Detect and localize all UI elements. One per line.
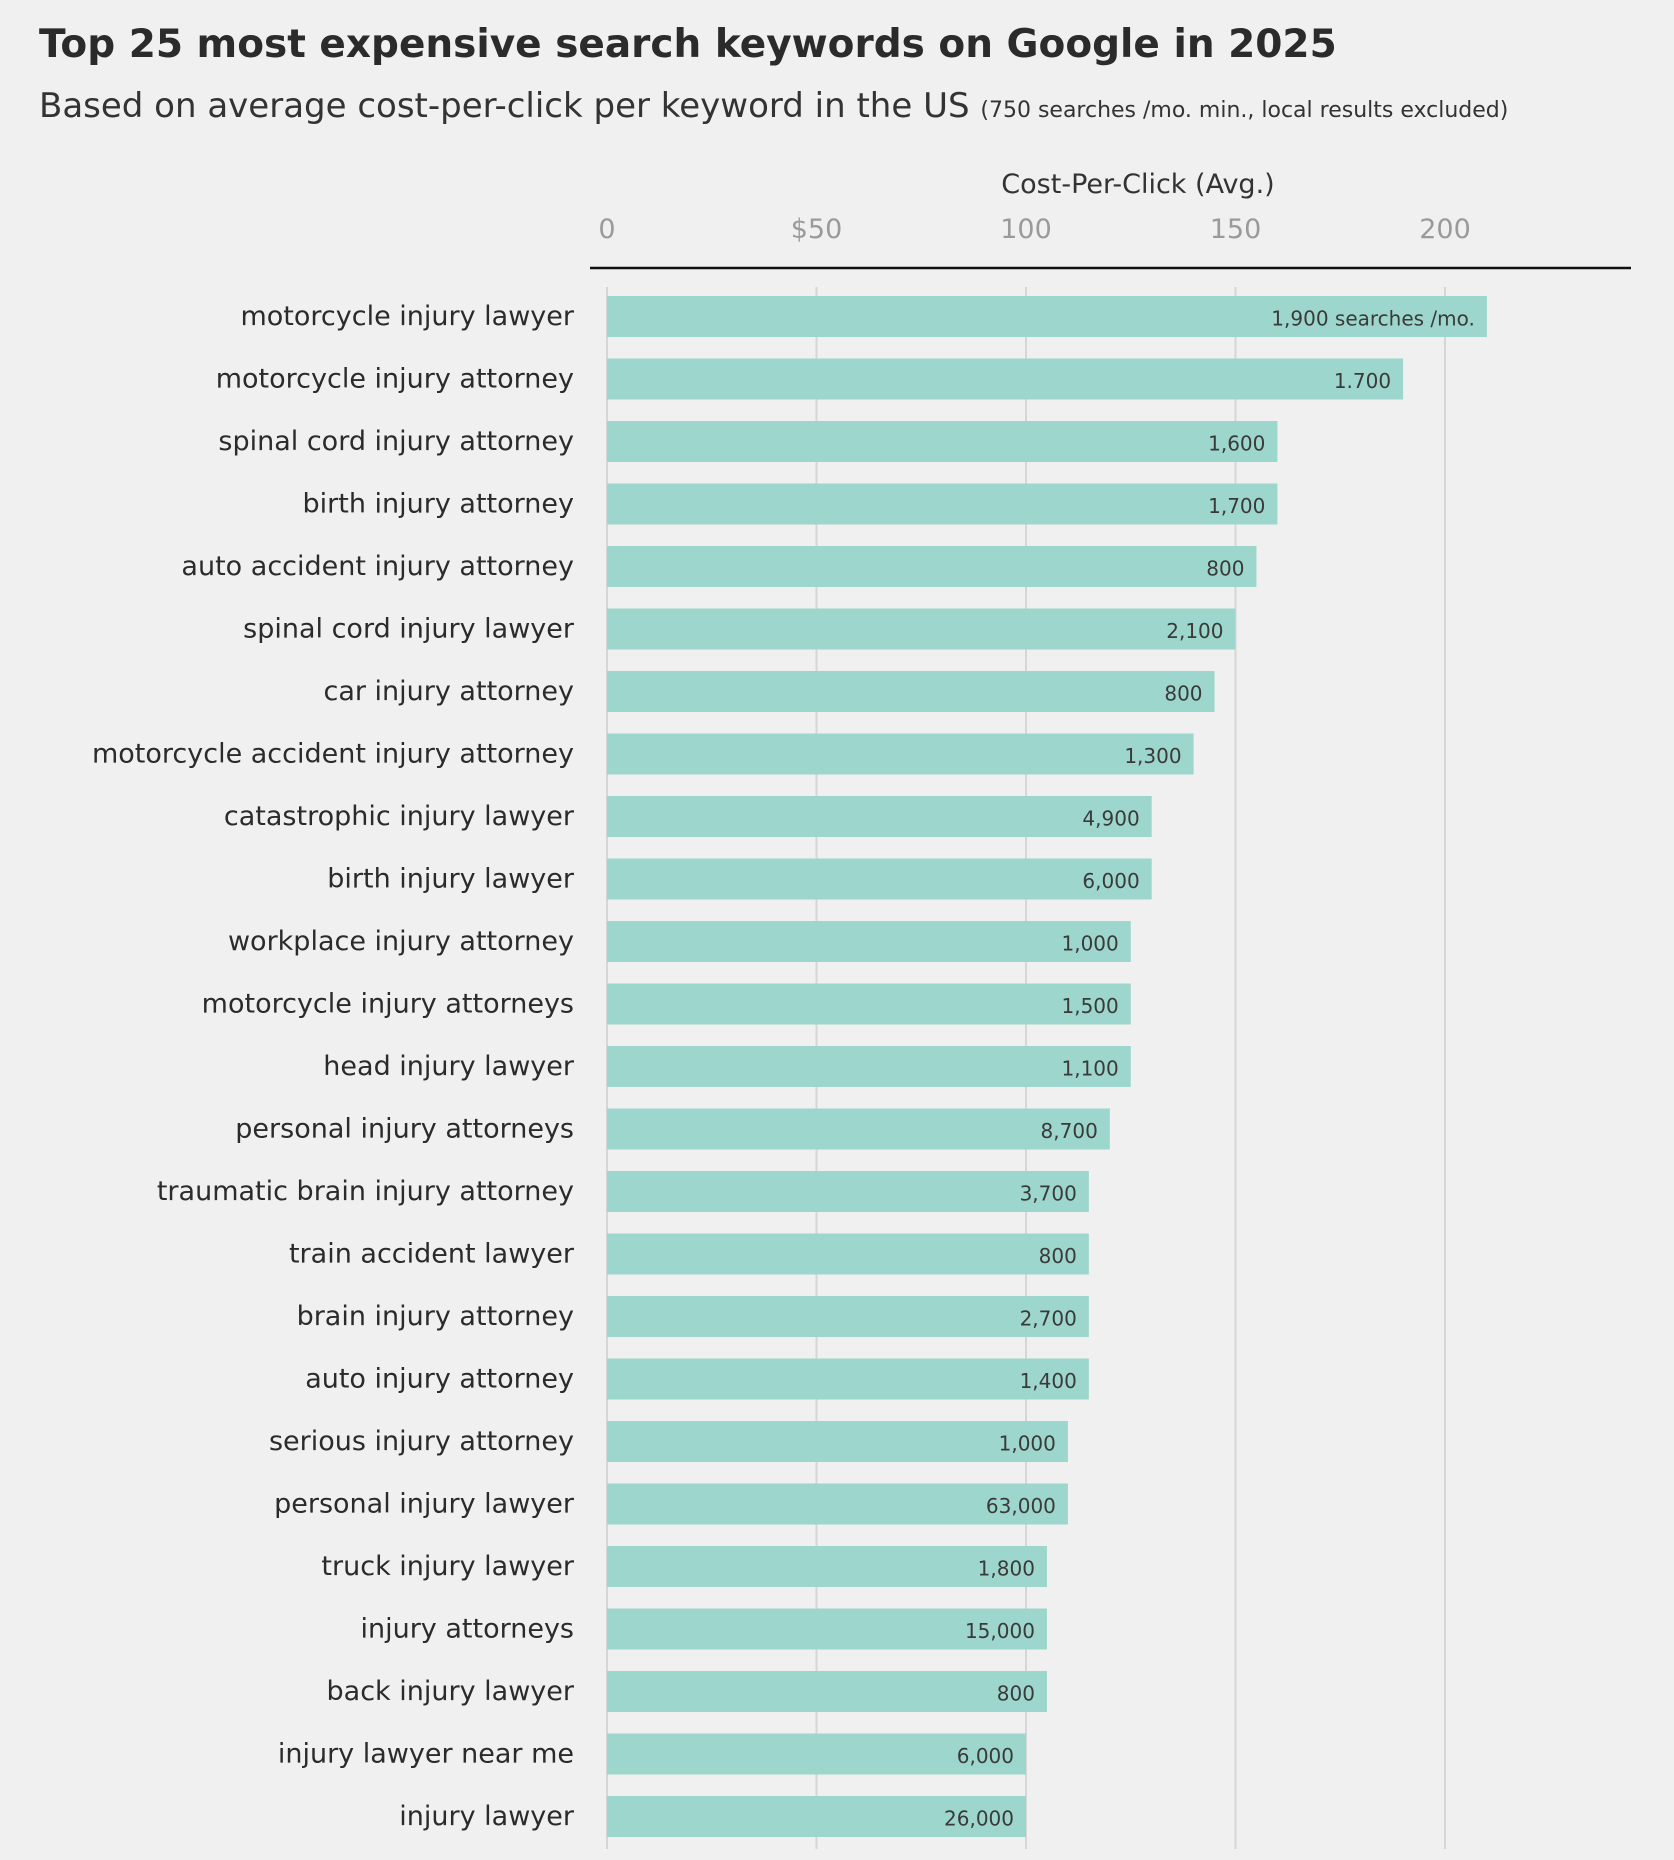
data-label: 1,400 (1020, 1369, 1077, 1393)
bar (607, 483, 1278, 525)
bar (607, 1296, 1089, 1337)
bar (607, 421, 1278, 462)
x-axis-label: Cost-Per-Click (Avg.) (1001, 169, 1274, 200)
bar (607, 1733, 1026, 1775)
bar (607, 858, 1152, 900)
bar (607, 1546, 1047, 1587)
bar (607, 608, 1236, 650)
category-label: motorcycle injury attorneys (202, 989, 574, 1020)
category-label: birth injury lawyer (327, 864, 575, 895)
data-label: 800 (1164, 682, 1202, 706)
category-label: motorcycle injury attorney (216, 364, 574, 395)
category-label: auto injury attorney (305, 1364, 574, 1395)
bar (607, 546, 1257, 587)
data-label: 1,600 (1208, 432, 1265, 456)
bar (607, 983, 1131, 1025)
data-label: 1.700 (1334, 369, 1391, 393)
x-tick-label: $50 (791, 214, 843, 245)
data-label: 6,000 (1082, 869, 1139, 893)
chart-title: Top 25 most expensive search keywords on… (39, 22, 1337, 67)
bar (607, 1358, 1089, 1400)
category-label: injury lawyer near me (278, 1739, 574, 1770)
data-label: 1,100 (1061, 1057, 1118, 1081)
category-label: personal injury attorneys (235, 1114, 574, 1145)
category-label: personal injury lawyer (274, 1489, 575, 1520)
category-label: traumatic brain injury attorney (157, 1176, 574, 1207)
category-label: spinal cord injury attorney (218, 426, 574, 457)
data-label: 63,000 (986, 1494, 1056, 1518)
x-tick-label: 150 (1210, 214, 1262, 245)
category-label: brain injury attorney (297, 1301, 574, 1332)
data-label: 8,700 (1041, 1119, 1098, 1143)
bar (607, 1233, 1089, 1275)
data-label: 1,500 (1061, 994, 1118, 1018)
bar (607, 1671, 1047, 1712)
data-label: 800 (1206, 557, 1244, 581)
data-label: 2,700 (1020, 1307, 1077, 1331)
bar (607, 358, 1404, 400)
bar (607, 921, 1131, 962)
bar (607, 1108, 1110, 1150)
bar (607, 1796, 1026, 1837)
category-label: motorcycle accident injury attorney (92, 739, 574, 770)
x-tick-label: 0 (598, 214, 615, 245)
category-label: motorcycle injury lawyer (240, 301, 574, 332)
data-label: 800 (1039, 1244, 1077, 1268)
data-label: 800 (997, 1682, 1035, 1706)
bar (607, 1483, 1068, 1525)
bar (607, 1046, 1131, 1087)
data-label: 15,000 (965, 1619, 1035, 1643)
category-label: car injury attorney (323, 676, 574, 707)
data-label: 2,100 (1166, 619, 1223, 643)
x-tick-label: 100 (1000, 214, 1052, 245)
category-label: back injury lawyer (327, 1676, 575, 1707)
bar (607, 733, 1194, 775)
category-label: head injury lawyer (323, 1051, 575, 1082)
data-label: 3,700 (1020, 1182, 1077, 1206)
bar (607, 1171, 1089, 1212)
category-label: spinal cord injury lawyer (243, 614, 575, 645)
category-label: truck injury lawyer (321, 1551, 574, 1582)
data-label: 1,700 (1208, 494, 1265, 518)
category-label: auto accident injury attorney (181, 551, 574, 582)
category-label: workplace injury attorney (228, 926, 574, 957)
data-label: 1,900 searches /mo. (1271, 307, 1475, 331)
chart-subtitle-main: Based on average cost-per-click per keyw… (39, 86, 970, 126)
category-label: train accident lawyer (289, 1239, 575, 1270)
data-label: 1,000 (999, 1432, 1056, 1456)
chart-subtitle: Based on average cost-per-click per keyw… (39, 86, 1508, 126)
data-label: 1,000 (1061, 932, 1118, 956)
bar (607, 1421, 1068, 1462)
data-label: 1,800 (978, 1557, 1035, 1581)
category-label: injury attorneys (360, 1614, 574, 1645)
data-label: 4,900 (1082, 807, 1139, 831)
data-label: 6,000 (957, 1744, 1014, 1768)
chart-subtitle-note: (750 searches /mo. min., local results e… (980, 98, 1509, 123)
bar (607, 796, 1152, 837)
category-label: catastrophic injury lawyer (224, 801, 575, 832)
category-label: serious injury attorney (269, 1426, 574, 1457)
bar (607, 671, 1215, 712)
x-tick-label: 200 (1419, 214, 1471, 245)
data-label: 26,000 (944, 1807, 1014, 1831)
bar (607, 296, 1487, 337)
data-label: 1,300 (1124, 744, 1181, 768)
category-label: injury lawyer (399, 1801, 575, 1832)
bar (607, 1608, 1047, 1650)
category-label: birth injury attorney (303, 489, 574, 520)
